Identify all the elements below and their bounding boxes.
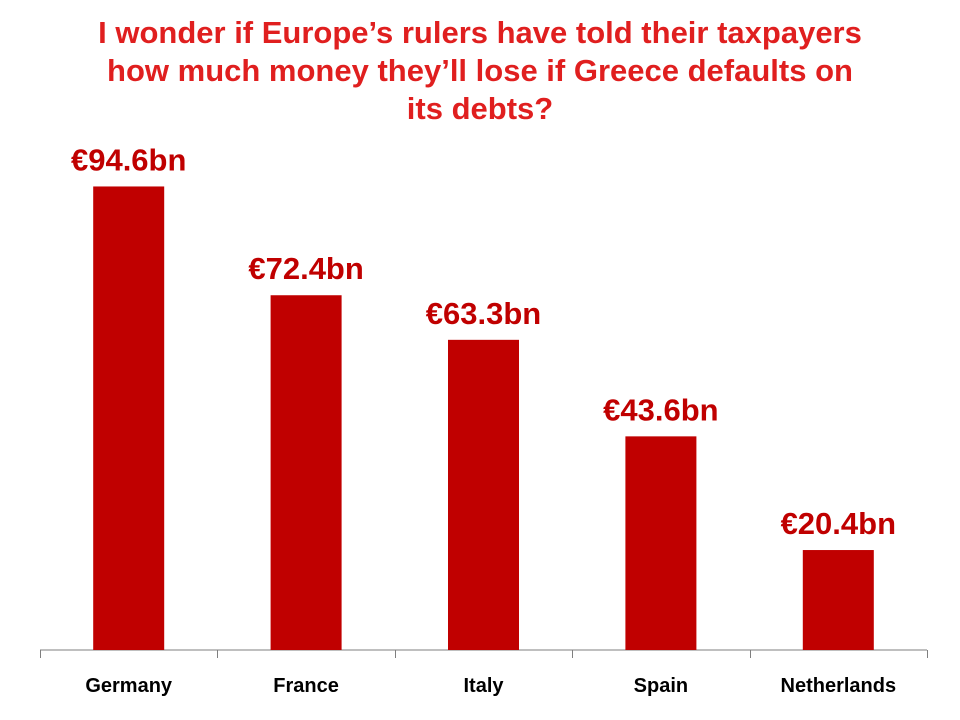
category-label-italy: Italy (463, 675, 504, 697)
bars (93, 186, 874, 650)
value-labels: €94.6bn €72.4bn €63.3bn €43.6bn €20.4bn (71, 142, 896, 541)
category-labels: Germany France Italy Spain Netherlands (85, 675, 896, 697)
bar-italy (448, 339, 519, 650)
value-label-netherlands: €20.4bn (781, 506, 896, 541)
category-label-netherlands: Netherlands (781, 675, 897, 697)
value-label-italy: €63.3bn (426, 296, 541, 331)
value-label-france: €72.4bn (248, 251, 363, 286)
title-line-3: its debts? (406, 91, 554, 126)
category-label-france: France (273, 675, 339, 697)
title-line-1: I wonder if Europe’s rulers have told th… (98, 15, 862, 50)
value-label-spain: €43.6bn (603, 392, 718, 427)
chart-title: I wonder if Europe’s rulers have told th… (0, 14, 960, 128)
x-axis (40, 649, 928, 658)
title-line-2: how much money they’ll lose if Greece de… (107, 53, 853, 88)
bar-spain (625, 436, 697, 650)
bar-france (270, 295, 342, 650)
bar-netherlands (802, 550, 874, 650)
category-label-spain: Spain (634, 675, 688, 697)
bar-germany (93, 186, 165, 650)
value-label-germany: €94.6bn (71, 142, 186, 177)
category-label-germany: Germany (85, 675, 173, 697)
